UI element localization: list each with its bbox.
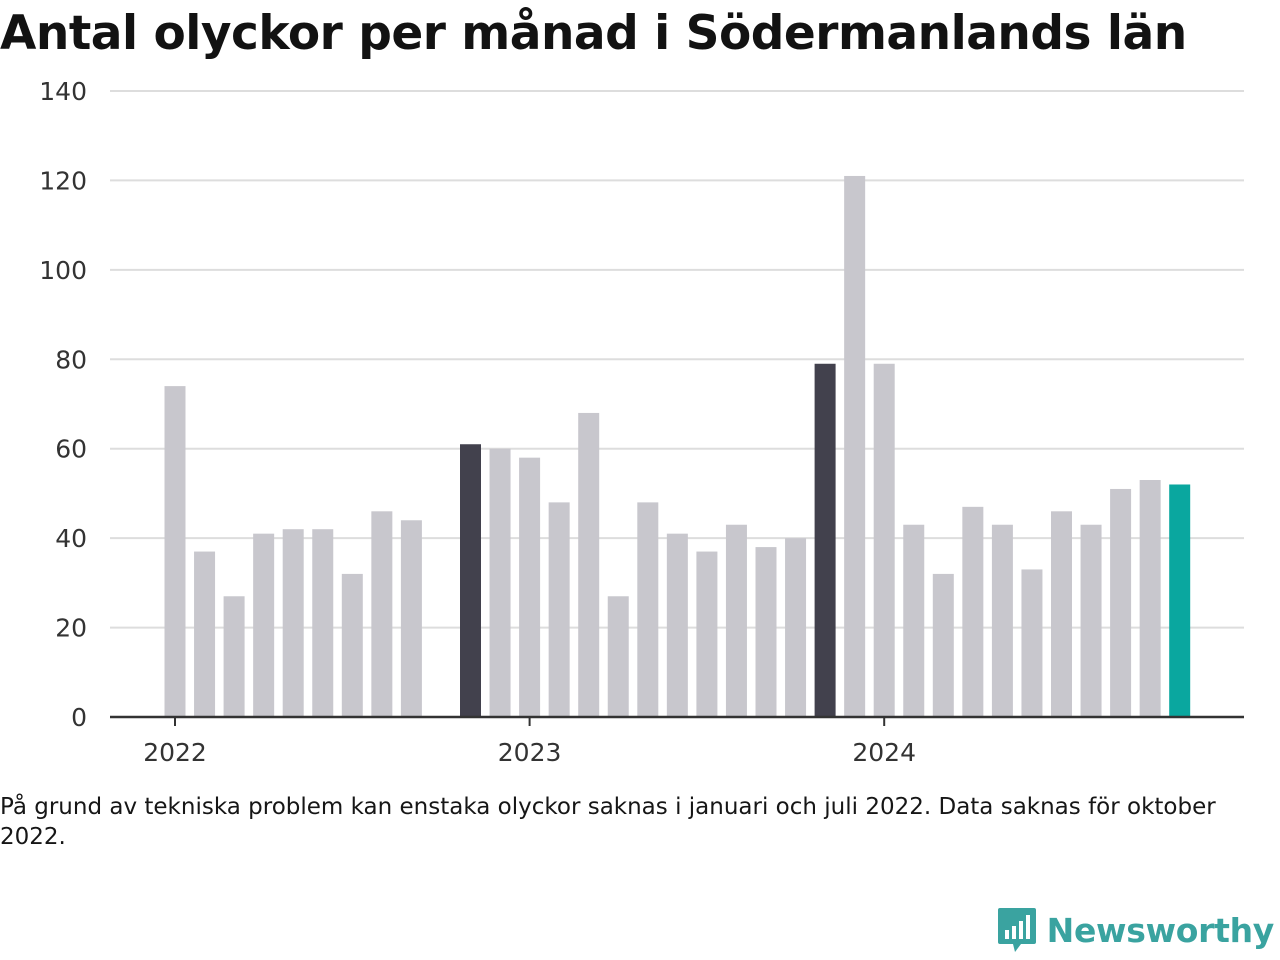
bar-2022-07 — [341, 573, 363, 717]
bar-2023-05 — [637, 502, 659, 717]
bar-2022-12 — [489, 448, 511, 717]
brand-logo: Newsworthy — [997, 904, 1274, 956]
bar-2024-07 — [1051, 511, 1072, 717]
x-axis: 2022 2023 2024 — [110, 715, 1244, 767]
bar-2024-06 — [1021, 569, 1043, 717]
bar-2024-08 — [1080, 524, 1102, 717]
bar-2023-08 — [725, 524, 747, 717]
x-tick-label: 2024 — [852, 738, 916, 767]
x-tick-label: 2022 — [143, 738, 207, 767]
y-tick-label: 80 — [55, 345, 87, 374]
bar-2024-10 — [1139, 480, 1161, 717]
bar-2022-03 — [223, 596, 245, 717]
bar-2022-04 — [253, 533, 275, 717]
bar-2023-12 — [844, 175, 866, 717]
bar-2023-11 — [814, 363, 836, 717]
bar-2023-09 — [755, 547, 777, 717]
bar-2024-11 — [1169, 484, 1191, 717]
x-tick-label: 2023 — [498, 738, 562, 767]
y-tick-label: 20 — [55, 614, 87, 643]
chart-title: Antal olyckor per månad i Södermanlands … — [0, 6, 1187, 61]
bar-2022-01 — [164, 386, 186, 717]
bar-2024-01 — [873, 363, 895, 717]
y-tick-label: 0 — [71, 703, 87, 732]
y-tick-label: 100 — [39, 256, 87, 285]
y-tick-label: 120 — [39, 166, 87, 195]
bar-2023-10 — [785, 538, 807, 717]
bar-2023-03 — [578, 412, 600, 717]
bar-2023-02 — [548, 502, 570, 717]
y-axis-tick-labels: 0 20 40 60 80 100 120 140 — [39, 77, 87, 732]
y-tick-label: 140 — [39, 77, 87, 106]
newsworthy-logo-icon — [997, 908, 1036, 952]
footnote: På grund av tekniska problem kan enstaka… — [0, 794, 1216, 850]
bar-2022-11 — [460, 444, 481, 717]
bar-2022-06 — [312, 529, 334, 717]
bar-2023-04 — [607, 596, 629, 717]
y-tick-label: 40 — [55, 524, 87, 553]
bar-chart: 0 20 40 60 80 100 120 140 2022 2023 2024 — [39, 77, 1244, 767]
bar-2023-06 — [666, 533, 688, 717]
bar-2022-02 — [194, 551, 216, 717]
bar-2024-04 — [962, 506, 984, 717]
brand-name: Newsworthy — [1046, 910, 1275, 950]
bars — [164, 175, 1191, 717]
bar-2024-09 — [1110, 488, 1132, 717]
bar-2024-05 — [991, 524, 1013, 717]
bar-2023-01 — [519, 457, 541, 717]
bar-2023-07 — [696, 551, 718, 717]
bar-2024-02 — [903, 524, 925, 717]
bar-2022-09 — [400, 520, 422, 717]
bar-2022-08 — [371, 511, 393, 717]
y-tick-label: 60 — [55, 435, 87, 464]
bar-2022-05 — [282, 529, 304, 717]
bar-2024-03 — [932, 573, 954, 717]
